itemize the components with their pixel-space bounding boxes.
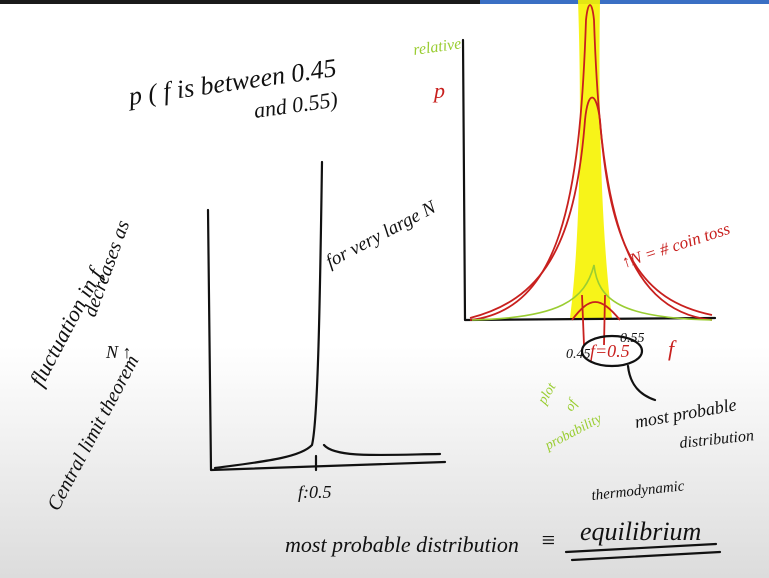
footer-left: most probable distribution <box>285 532 519 557</box>
tick-high-label: 0.55 <box>620 331 645 346</box>
footer-right: equilibrium <box>580 517 701 546</box>
left-graph-x-label: f:0.5 <box>298 482 332 502</box>
y-label-2: p <box>432 78 445 103</box>
whiteboard: p ( f is between 0.45 and 0.55) for very… <box>0 0 769 578</box>
page: {"header": {"line1": "p ( f is between 0… <box>0 0 769 578</box>
footer-symbol: ≡ <box>540 528 556 554</box>
top-bar-accent <box>480 0 769 4</box>
